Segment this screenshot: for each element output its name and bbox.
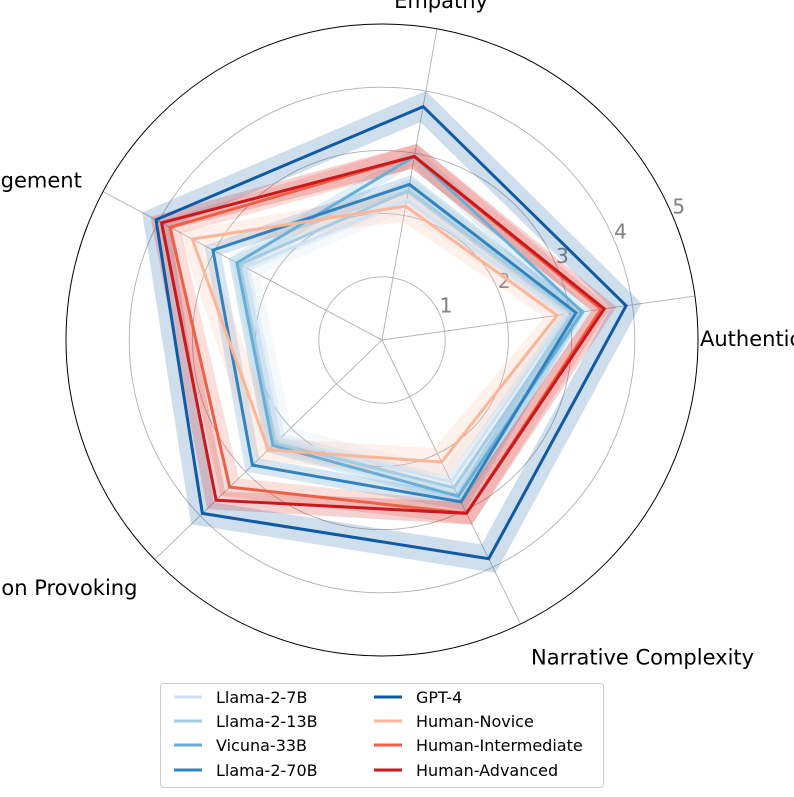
- r-tick-label: 3: [556, 244, 569, 268]
- r-tick-label: 5: [672, 195, 685, 219]
- series-line-human-advanced: [159, 154, 607, 515]
- spoke-authenticity: [381, 295, 695, 341]
- outer-frame: [65, 23, 699, 657]
- legend-label-llama-2-7b: Llama-2-7B: [216, 688, 307, 707]
- series-line-llama-2-13b: [237, 188, 575, 490]
- legend-label-gpt-4: GPT-4: [416, 688, 462, 707]
- r-tick-label: 4: [614, 219, 627, 243]
- axis-label-empathy: Empathy: [394, 0, 488, 13]
- axis-label-narrative-complexity: Narrative Complexity: [531, 646, 754, 670]
- band-gpt-4: [142, 91, 642, 573]
- band-llama-2-7b: [231, 187, 580, 497]
- legend-label-human-intermediate: Human-Intermediate: [416, 736, 583, 755]
- series-line-llama-2-70b: [211, 182, 578, 504]
- legend-label-llama-2-13b: Llama-2-13B: [216, 712, 318, 731]
- legend-label-human-advanced: Human-Advanced: [416, 761, 558, 780]
- series-line-human-novice: [190, 204, 560, 464]
- series-line-vicuna-33b: [235, 154, 585, 498]
- series-lines: [154, 104, 628, 561]
- legend: Llama-2-7B Llama-2-13B Vicuna-33B Llama-2-7…: [160, 683, 604, 788]
- grid-ring-1: [318, 276, 446, 404]
- band-human-novice: [178, 190, 570, 477]
- series-line-llama-2-7b: [243, 198, 569, 484]
- grid-ring-4: [128, 86, 636, 594]
- legend-label-vicuna-33b: Vicuna-33B: [216, 736, 307, 755]
- axis-label-authenticity: Authenticity: [700, 327, 794, 351]
- legend-box: [160, 683, 604, 788]
- legend-label-llama-2-70b: Llama-2-70B: [216, 761, 318, 780]
- spoke-engagement: [102, 191, 383, 341]
- axis-label-emotion-provoking: Emotion Provoking: [0, 576, 137, 600]
- r-tick-label: 1: [440, 294, 453, 318]
- legend-label-human-novice: Human-Novice: [416, 712, 534, 731]
- axis-label-engagement: Engagement: [0, 168, 82, 192]
- grid-ring-3: [191, 149, 573, 531]
- series-line-gpt-4: [154, 104, 628, 561]
- axis-labels: Authenticity Empathy Engagement Emotion Pro…: [0, 0, 794, 670]
